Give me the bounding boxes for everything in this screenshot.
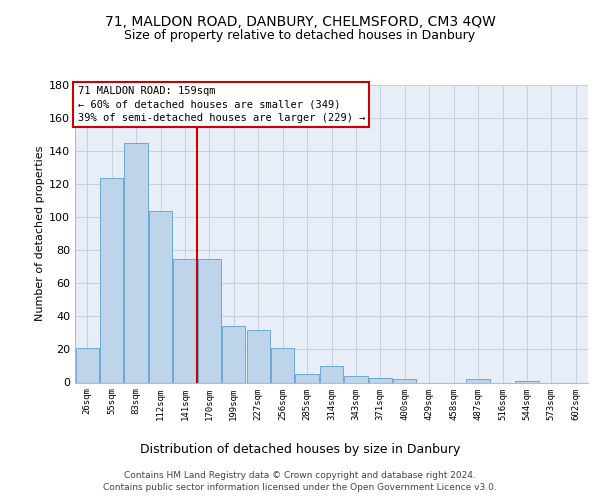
Bar <box>149 210 172 382</box>
Bar <box>124 143 148 382</box>
Text: Distribution of detached houses by size in Danbury: Distribution of detached houses by size … <box>140 442 460 456</box>
Text: Contains public sector information licensed under the Open Government Licence v3: Contains public sector information licen… <box>103 484 497 492</box>
Bar <box>320 366 343 382</box>
Bar <box>100 178 123 382</box>
Y-axis label: Number of detached properties: Number of detached properties <box>35 146 45 322</box>
Bar <box>198 258 221 382</box>
Bar <box>344 376 368 382</box>
Bar <box>76 348 99 382</box>
Bar <box>222 326 245 382</box>
Bar <box>466 379 490 382</box>
Text: Size of property relative to detached houses in Danbury: Size of property relative to detached ho… <box>124 29 476 42</box>
Bar <box>295 374 319 382</box>
Bar <box>247 330 270 382</box>
Bar <box>271 348 294 382</box>
Text: 71, MALDON ROAD, DANBURY, CHELMSFORD, CM3 4QW: 71, MALDON ROAD, DANBURY, CHELMSFORD, CM… <box>104 15 496 29</box>
Bar <box>393 379 416 382</box>
Bar <box>369 378 392 382</box>
Bar <box>515 381 539 382</box>
Bar <box>173 258 197 382</box>
Text: 71 MALDON ROAD: 159sqm
← 60% of detached houses are smaller (349)
39% of semi-de: 71 MALDON ROAD: 159sqm ← 60% of detached… <box>77 86 365 123</box>
Text: Contains HM Land Registry data © Crown copyright and database right 2024.: Contains HM Land Registry data © Crown c… <box>124 472 476 480</box>
